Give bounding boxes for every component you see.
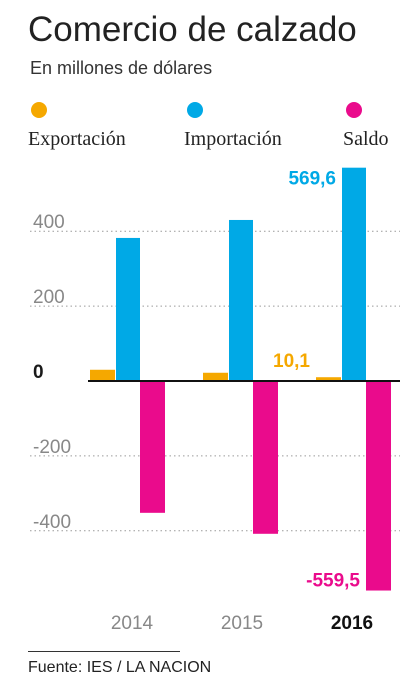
data-label-exportacion: 10,1: [273, 351, 310, 372]
bar-importacion-2014: [116, 237, 140, 381]
legend-label-importacion: Importación: [184, 128, 282, 150]
y-tick-label: -200: [33, 437, 71, 458]
y-tick-label: -400: [33, 512, 71, 533]
source-divider: [28, 651, 180, 652]
bar-saldo-2016: [366, 381, 391, 591]
legend-dot-exportacion: [31, 102, 47, 118]
chart-subtitle: En millones de dólares: [30, 58, 213, 78]
legend-dot-saldo: [346, 102, 362, 118]
y-tick-label: 0: [33, 362, 44, 383]
legend-dot-importacion: [187, 102, 203, 118]
bar-saldo-2015: [253, 381, 278, 534]
chart-title: Comercio de calzado: [28, 10, 357, 49]
bar-exportacion-2014: [90, 369, 115, 381]
legend-label-saldo: Saldo: [343, 128, 389, 150]
legend-label-exportacion: Exportación: [28, 128, 126, 150]
x-tick-label: 2016: [331, 613, 373, 634]
data-label-importacion: 569,6: [288, 169, 336, 190]
bar-exportacion-2016: [316, 377, 341, 381]
bar-importacion-2015: [229, 219, 253, 381]
bar-importacion-2016: [342, 167, 366, 381]
bar-exportacion-2015: [203, 372, 228, 381]
x-tick-label: 2014: [111, 613, 154, 634]
source-note: Fuente: IES / LA NACION: [28, 659, 212, 676]
y-tick-label: 200: [33, 287, 65, 308]
x-tick-label: 2015: [221, 613, 263, 634]
bar-saldo-2014: [140, 381, 165, 513]
y-tick-label: 400: [33, 212, 65, 233]
data-label-saldo: -559,5: [306, 571, 360, 592]
